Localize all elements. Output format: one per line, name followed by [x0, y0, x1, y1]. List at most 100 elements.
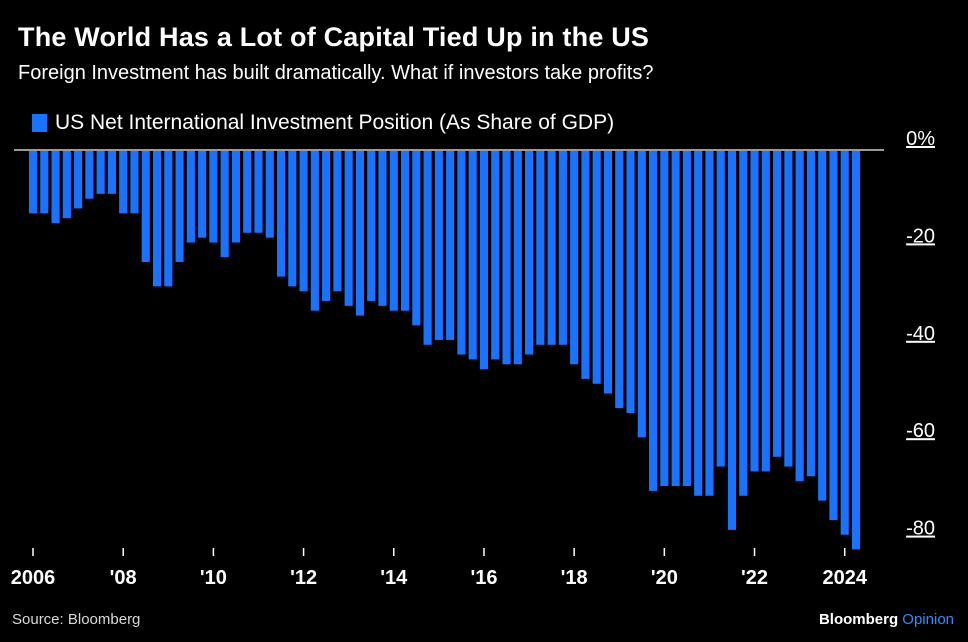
chart-title: The World Has a Lot of Capital Tied Up i…: [18, 22, 650, 52]
bar: [716, 150, 725, 467]
bar: [694, 150, 703, 496]
bar: [434, 150, 443, 340]
bar: [457, 150, 466, 355]
bar: [818, 150, 827, 501]
bar: [412, 150, 421, 326]
bar: [85, 150, 94, 199]
x-axis-ticks: 2006 '08 '10 '12 '14 '16 '18 '20 '22 2024: [11, 548, 868, 589]
bar: [637, 150, 646, 438]
bar: [491, 150, 500, 360]
brand-logo: Bloomberg Opinion: [819, 611, 954, 628]
x-tick-label: '22: [741, 567, 768, 589]
bar: [660, 150, 669, 487]
x-tick-label: '12: [290, 567, 317, 589]
bar: [603, 150, 613, 394]
bar: [851, 150, 861, 550]
bar: [389, 150, 398, 311]
bar: [649, 150, 658, 491]
legend: US Net International Investment Position…: [32, 111, 614, 135]
bar: [130, 150, 139, 214]
bar: [615, 150, 624, 409]
bar: [502, 150, 511, 365]
bar: [310, 150, 319, 311]
bar: [96, 150, 105, 194]
bar: [378, 150, 387, 306]
x-tick-label: '16: [470, 567, 497, 589]
bar: [51, 150, 60, 224]
brand-main: Bloomberg: [818, 611, 899, 628]
bar: [479, 150, 489, 370]
bar: [74, 150, 83, 209]
bar: [513, 150, 522, 365]
bar: [525, 150, 534, 355]
bar: [322, 150, 331, 301]
bar: [333, 150, 342, 292]
bar: [40, 150, 49, 214]
bar: [806, 150, 815, 477]
x-tick-label: '18: [561, 567, 588, 589]
y-tick-label: 0%: [906, 128, 935, 150]
bar: [536, 150, 545, 345]
y-tick-label: -20: [906, 225, 935, 247]
bar: [152, 150, 162, 287]
bar: [141, 150, 150, 263]
bar: [795, 150, 804, 482]
bar: [784, 150, 793, 467]
bar: [840, 150, 849, 535]
brand-accent: Opinion: [902, 611, 954, 628]
x-tick-label: '10: [200, 567, 227, 589]
bar: [423, 150, 432, 345]
bar: [547, 150, 556, 345]
bar: [761, 150, 770, 472]
legend-label: US Net International Investment Position…: [55, 111, 615, 134]
x-tick-label: '20: [651, 567, 678, 589]
bar: [28, 150, 38, 214]
bar: [243, 150, 252, 233]
bar: [254, 150, 263, 233]
bar: [705, 150, 714, 496]
bar: [750, 150, 759, 472]
bar: [592, 150, 601, 384]
bar-chart: 0% -20 -40 -60 -80 2006 '08 '10 '12 '14 '16 '18 '20…: [11, 128, 935, 589]
bar: [209, 150, 218, 243]
bar: [288, 150, 297, 287]
bar: [344, 150, 353, 306]
bar: [570, 150, 579, 365]
bar: [739, 150, 748, 496]
bar: [682, 150, 691, 487]
bar: [581, 150, 590, 379]
y-tick-label: -80: [906, 518, 935, 540]
x-tick-label: 2024: [822, 567, 867, 589]
bar: [829, 150, 838, 521]
bar: [367, 150, 376, 301]
bar: [671, 150, 680, 487]
x-tick-label: '14: [380, 567, 408, 589]
bar: [220, 150, 229, 258]
bars-group: [28, 150, 861, 550]
bar: [468, 150, 477, 360]
bar: [400, 150, 410, 311]
bar: [175, 150, 184, 263]
y-tick-label: -40: [906, 323, 935, 345]
chart-subtitle: Foreign Investment has built dramaticall…: [18, 62, 654, 84]
bar: [107, 150, 116, 194]
x-tick-label: 2006: [11, 567, 56, 589]
bar: [558, 150, 567, 345]
bar: [62, 150, 71, 219]
bar: [265, 150, 274, 238]
y-tick-label: -60: [906, 420, 935, 442]
bar: [276, 150, 286, 277]
source-note: Source: Bloomberg: [12, 611, 141, 628]
bar: [231, 150, 240, 243]
bar: [119, 150, 128, 214]
bar: [626, 150, 635, 413]
bar: [299, 150, 308, 292]
bar: [773, 150, 782, 457]
bar: [186, 150, 195, 243]
bar: [164, 150, 173, 287]
bar: [446, 150, 455, 340]
x-tick-label: '08: [110, 567, 137, 589]
bar: [198, 150, 207, 238]
legend-swatch: [32, 114, 47, 132]
bar: [727, 150, 737, 530]
